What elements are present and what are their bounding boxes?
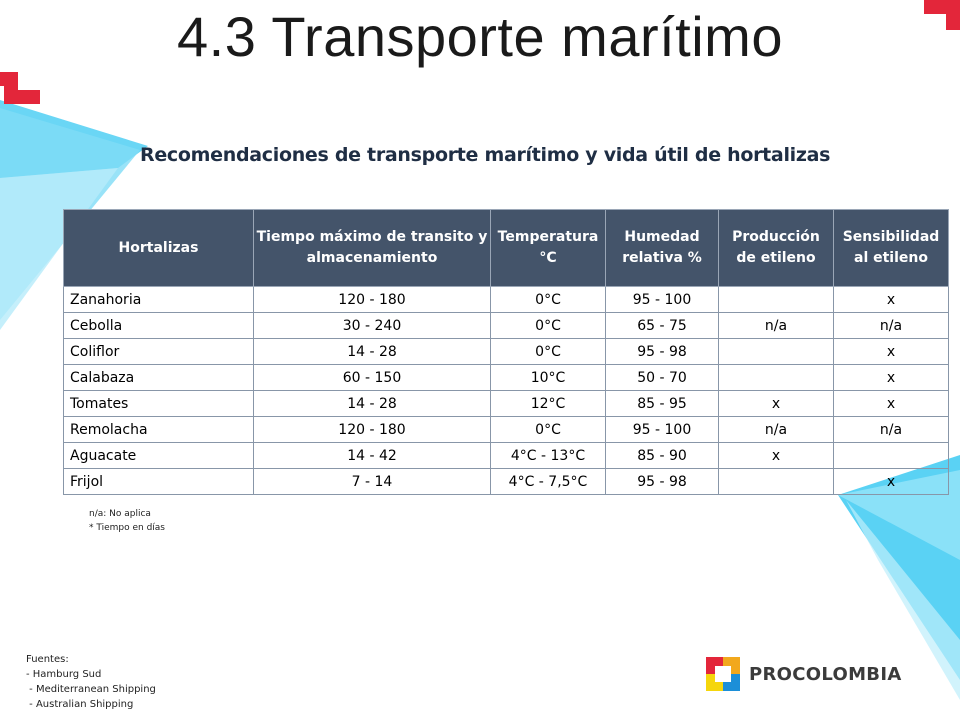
- cell-sensibilidad: x: [833, 364, 949, 391]
- cell-hortaliza: Tomates: [63, 390, 254, 417]
- cell-humedad: 95 - 98: [605, 468, 719, 495]
- cell-produccion: x: [718, 442, 834, 469]
- cell-temperatura: 0°C: [490, 286, 606, 313]
- cell-temperatura: 4°C - 13°C: [490, 442, 606, 469]
- cell-humedad: 95 - 98: [605, 338, 719, 365]
- cell-sensibilidad: x: [833, 468, 949, 495]
- cell-humedad: 65 - 75: [605, 312, 719, 339]
- procolombia-logo: PROCOLOMBIA: [706, 657, 902, 691]
- cell-hortaliza: Aguacate: [63, 442, 254, 469]
- cell-hortaliza: Cebolla: [63, 312, 254, 339]
- sources-list: Fuentes: - Hamburg Sud - Mediterranean S…: [26, 652, 156, 712]
- table-row: Frijol 7 - 14 4°C - 7,5°C 95 - 98 x: [63, 468, 949, 495]
- slide-subtitle: Recomendaciones de transporte marítimo y…: [140, 144, 831, 166]
- cell-humedad: 95 - 100: [605, 416, 719, 443]
- cell-humedad: 50 - 70: [605, 364, 719, 391]
- cell-temperatura: 0°C: [490, 338, 606, 365]
- cell-sensibilidad: n/a: [833, 416, 949, 443]
- source-item: - Mediterranean Shipping: [26, 684, 156, 695]
- cell-sensibilidad: x: [833, 390, 949, 417]
- table-header-row: Hortalizas Tiempo máximo de transito y a…: [63, 209, 949, 287]
- header-produccion-etileno: Producción de etileno: [718, 209, 834, 287]
- table-row: Coliflor 14 - 28 0°C 95 - 98 x: [63, 338, 949, 365]
- note-na: n/a: No aplica: [89, 509, 151, 519]
- cell-temperatura: 0°C: [490, 416, 606, 443]
- source-item: - Hamburg Sud: [26, 669, 102, 680]
- cell-hortaliza: Coliflor: [63, 338, 254, 365]
- header-hortalizas: Hortalizas: [63, 209, 254, 287]
- table-row: Remolacha 120 - 180 0°C 95 - 100 n/a n/a: [63, 416, 949, 443]
- cell-sensibilidad: x: [833, 286, 949, 313]
- cell-hortaliza: Frijol: [63, 468, 254, 495]
- cell-produccion: [718, 468, 834, 495]
- table-row: Calabaza 60 - 150 10°C 50 - 70 x: [63, 364, 949, 391]
- table-row: Tomates 14 - 28 12°C 85 - 95 x x: [63, 390, 949, 417]
- cell-sensibilidad: n/a: [833, 312, 949, 339]
- cell-hortaliza: Calabaza: [63, 364, 254, 391]
- cell-produccion: [718, 364, 834, 391]
- cell-produccion: [718, 338, 834, 365]
- table-row: Zanahoria 120 - 180 0°C 95 - 100 x: [63, 286, 949, 313]
- header-sensibilidad-etileno: Sensibilidad al etileno: [833, 209, 949, 287]
- cell-tiempo: 30 - 240: [253, 312, 491, 339]
- cell-tiempo: 120 - 180: [253, 416, 491, 443]
- table-notes: n/a: No aplica * Tiempo en días: [89, 507, 165, 535]
- header-temperatura: Temperatura °C: [490, 209, 606, 287]
- cell-tiempo: 60 - 150: [253, 364, 491, 391]
- cell-humedad: 85 - 90: [605, 442, 719, 469]
- cell-hortaliza: Remolacha: [63, 416, 254, 443]
- cell-temperatura: 10°C: [490, 364, 606, 391]
- cell-produccion: n/a: [718, 416, 834, 443]
- table-row: Aguacate 14 - 42 4°C - 13°C 85 - 90 x: [63, 442, 949, 469]
- cell-produccion: [718, 286, 834, 313]
- cell-tiempo: 14 - 42: [253, 442, 491, 469]
- cell-humedad: 95 - 100: [605, 286, 719, 313]
- header-humedad: Humedad relativa %: [605, 209, 719, 287]
- right-cyan-shape-pale: [846, 500, 960, 700]
- cell-tiempo: 7 - 14: [253, 468, 491, 495]
- sources-heading: Fuentes:: [26, 654, 69, 665]
- cell-sensibilidad: [833, 442, 949, 469]
- procolombia-logo-icon: [706, 657, 740, 691]
- cell-tiempo: 14 - 28: [253, 390, 491, 417]
- left-red-corner: [0, 72, 40, 104]
- cell-sensibilidad: x: [833, 338, 949, 365]
- cell-humedad: 85 - 95: [605, 390, 719, 417]
- slide-title: 4.3 Transporte marítimo: [177, 5, 783, 68]
- cell-tiempo: 120 - 180: [253, 286, 491, 313]
- cell-hortaliza: Zanahoria: [63, 286, 254, 313]
- note-days: * Tiempo en días: [89, 523, 165, 533]
- top-right-red-corner: [924, 0, 960, 30]
- cell-temperatura: 4°C - 7,5°C: [490, 468, 606, 495]
- logo-text: PROCOLOMBIA: [749, 663, 902, 685]
- transport-table: Hortalizas Tiempo máximo de transito y a…: [63, 209, 949, 495]
- cell-produccion: n/a: [718, 312, 834, 339]
- table-row: Cebolla 30 - 240 0°C 65 - 75 n/a n/a: [63, 312, 949, 339]
- cell-temperatura: 0°C: [490, 312, 606, 339]
- left-cyan-shape-pale: [0, 168, 118, 330]
- cell-tiempo: 14 - 28: [253, 338, 491, 365]
- source-item: - Australian Shipping: [26, 699, 134, 710]
- header-tiempo: Tiempo máximo de transito y almacenamien…: [253, 209, 491, 287]
- cell-temperatura: 12°C: [490, 390, 606, 417]
- cell-produccion: x: [718, 390, 834, 417]
